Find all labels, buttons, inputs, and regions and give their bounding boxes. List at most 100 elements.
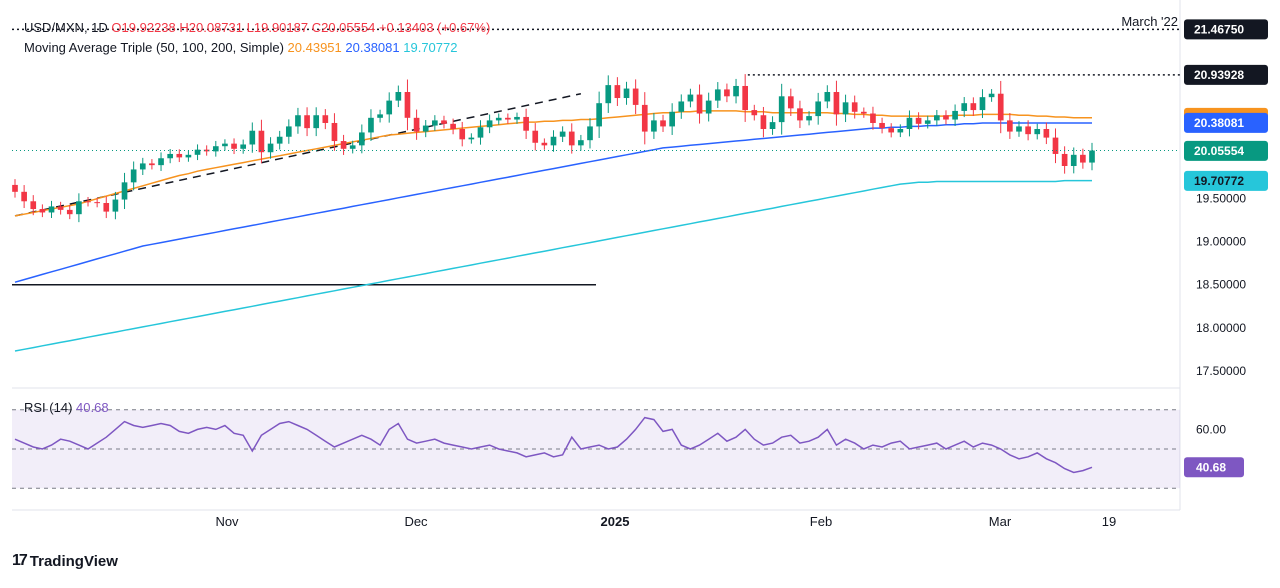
candle (559, 126, 566, 142)
y-tick-label: 17.50000 (1196, 364, 1246, 378)
candle (368, 109, 374, 142)
candle-body (331, 122, 338, 142)
candle-body (559, 131, 566, 137)
candle (724, 83, 730, 103)
ohlc-open: O19.92238 (111, 20, 176, 35)
candle (961, 97, 968, 118)
candle (39, 204, 46, 218)
candle (459, 121, 466, 147)
ma200-line (14, 179, 1092, 352)
candle-body (57, 206, 64, 210)
candle-body (359, 132, 365, 146)
candle (1043, 122, 1050, 145)
y-tick-label: 19.50000 (1196, 192, 1246, 206)
candle-body (523, 116, 529, 131)
candle-body (258, 130, 265, 153)
rsi-badge-bg (1184, 457, 1244, 478)
candle-body (678, 101, 685, 112)
candle (477, 120, 484, 145)
candle (468, 133, 475, 144)
candle (842, 94, 849, 123)
ohlc-change: +0.13403 (+0.67%) (378, 20, 491, 35)
candle (541, 138, 548, 150)
candle (605, 75, 612, 113)
candle-body (541, 142, 548, 146)
candle (486, 114, 493, 134)
candle (879, 117, 885, 134)
march-22-label: March '22 (1121, 14, 1178, 29)
symbol-label: USD/MXN, 1D (24, 20, 108, 35)
candle-body (1007, 120, 1013, 132)
candle (121, 172, 128, 210)
price-badge-bg (1184, 140, 1268, 161)
candle-body (568, 131, 575, 146)
candle (906, 110, 913, 137)
candle (130, 161, 137, 191)
candle-body (961, 103, 968, 111)
candle (714, 82, 721, 108)
candle (651, 113, 657, 139)
candle-body (879, 122, 885, 129)
candle-body (158, 158, 164, 166)
brand-name: TradingView (29, 552, 118, 570)
x-tick-label: 2025 (601, 514, 630, 529)
candle-body (1043, 129, 1050, 138)
candle (623, 81, 630, 105)
candle-body (94, 202, 100, 204)
price-badge: 19.70772 (1184, 170, 1268, 191)
candle-body (997, 93, 1004, 121)
candle (21, 185, 27, 209)
candle (769, 116, 776, 135)
candle (112, 191, 119, 220)
candle (322, 109, 329, 130)
candle-body (815, 101, 822, 117)
candle-body (185, 154, 192, 158)
rsi-header: RSI (14) 40.68 (24, 400, 109, 415)
candle (514, 112, 520, 124)
candle (222, 139, 228, 151)
y-tick-label: 18.50000 (1196, 278, 1246, 292)
candle (979, 89, 986, 119)
candle (687, 88, 694, 108)
candle (833, 80, 840, 126)
candle-body (751, 110, 758, 116)
candle (806, 111, 812, 126)
price-badge: 21.46750 (1184, 19, 1268, 40)
candle (413, 109, 420, 140)
candle (194, 144, 201, 161)
candle (924, 115, 931, 129)
candle-body (130, 169, 137, 183)
candle-body (1061, 153, 1068, 166)
candle (568, 123, 575, 154)
candle-body (21, 191, 27, 202)
candle-body (924, 120, 931, 124)
candle (185, 150, 192, 162)
candle-body (778, 96, 785, 123)
price-badge-bg (1184, 19, 1268, 40)
candle-body (322, 115, 329, 123)
candle (915, 112, 922, 130)
candle-body (304, 115, 310, 129)
candle (705, 92, 712, 122)
candle-body (112, 199, 119, 212)
price-badge-label: 20.05554 (1194, 144, 1244, 158)
candle (349, 140, 356, 154)
tradingview-logo[interactable]: 17 TradingView (12, 552, 118, 570)
candle (943, 110, 949, 125)
candle (1007, 113, 1013, 139)
candle-body (1052, 137, 1059, 154)
price-badge-label: 20.93928 (1194, 68, 1244, 82)
candle-body (441, 120, 447, 124)
candle (760, 106, 767, 138)
candle (934, 109, 940, 126)
candle-body (870, 113, 876, 123)
candle (532, 123, 539, 151)
candle-body (888, 128, 895, 133)
candle (587, 118, 593, 149)
candle-body (915, 117, 922, 124)
candle (669, 103, 675, 135)
candle-body (231, 143, 237, 149)
candle (295, 107, 301, 134)
